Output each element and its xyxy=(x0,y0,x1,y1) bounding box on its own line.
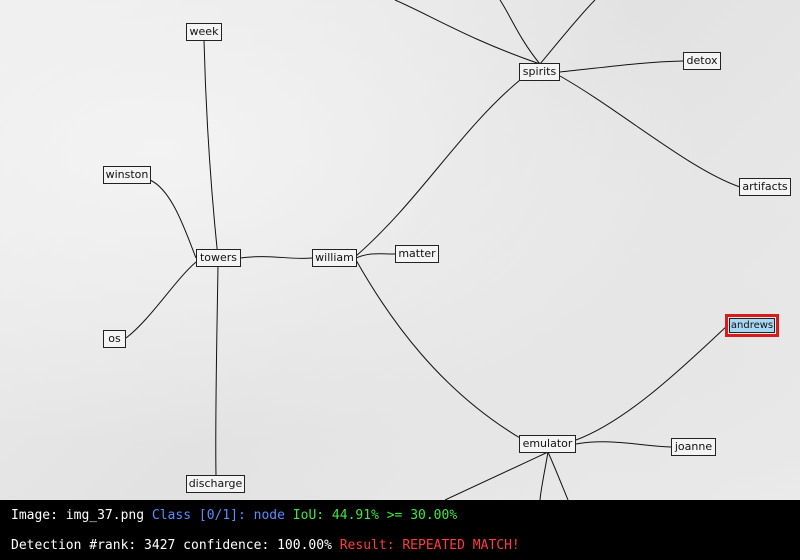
edge-emulator-offscreen-2 xyxy=(539,451,549,500)
result-readout: Result: REPEATED MATCH! xyxy=(339,538,520,553)
node-artifacts[interactable]: artifacts xyxy=(739,178,791,196)
edge-discharge-towers xyxy=(215,265,219,477)
node-matter[interactable]: matter xyxy=(395,245,439,263)
node-spirits[interactable]: spirits xyxy=(519,63,560,81)
edge-emulator-joanne xyxy=(575,441,672,448)
edge-spirits-offscreen-3 xyxy=(394,0,541,65)
node-os[interactable]: os xyxy=(103,330,126,348)
edge-william-emulator xyxy=(355,259,521,439)
edge-spirits-detox xyxy=(559,60,684,73)
node-detox[interactable]: detox xyxy=(683,52,721,70)
node-andrews[interactable]: andrews xyxy=(725,314,779,337)
edge-emulator-andrews xyxy=(575,325,728,441)
node-winston[interactable]: winston xyxy=(103,166,151,184)
image-label: Image: xyxy=(11,508,58,523)
edge-week-towers xyxy=(203,39,219,259)
edge-emulator-offscreen-3 xyxy=(547,451,569,500)
edge-spirits-offscreen-2 xyxy=(539,0,596,65)
node-towers[interactable]: towers xyxy=(196,249,241,267)
node-joanne[interactable]: joanne xyxy=(671,438,716,456)
status-line-image: Image: img_37.png Class [0/1]: node IoU:… xyxy=(11,508,457,523)
iou-readout: IoU: 44.91% >= 30.00% xyxy=(292,508,458,523)
class-label: Class [0/1]: xyxy=(151,508,246,523)
node-discharge[interactable]: discharge xyxy=(186,475,245,493)
edge-william-spirits xyxy=(355,79,521,257)
node-emulator[interactable]: emulator xyxy=(519,435,576,453)
edge-os-towers xyxy=(125,261,197,339)
node-week[interactable]: week xyxy=(186,23,222,41)
status-line-detection: Detection #rank: 3427 confidence: 100.00… xyxy=(11,538,520,553)
image-name: img_37.png xyxy=(65,508,145,523)
edge-winston-towers xyxy=(149,179,197,259)
edge-emulator-offscreen-1 xyxy=(444,451,549,500)
diagram-canvas: week winston towers william matter os di… xyxy=(0,0,800,500)
edge-layer xyxy=(125,0,741,500)
edge-towers-william xyxy=(239,256,313,259)
class-name: node xyxy=(253,508,285,523)
edge-william-matter xyxy=(355,253,396,259)
node-william[interactable]: william xyxy=(312,249,357,267)
edge-spirits-artifacts xyxy=(559,75,741,188)
edge-spirits-offscreen-1 xyxy=(499,0,541,65)
detection-status-bar: Image: img_37.png Class [0/1]: node IoU:… xyxy=(0,500,800,560)
detection-readout: Detection #rank: 3427 confidence: 100.00… xyxy=(11,538,332,553)
